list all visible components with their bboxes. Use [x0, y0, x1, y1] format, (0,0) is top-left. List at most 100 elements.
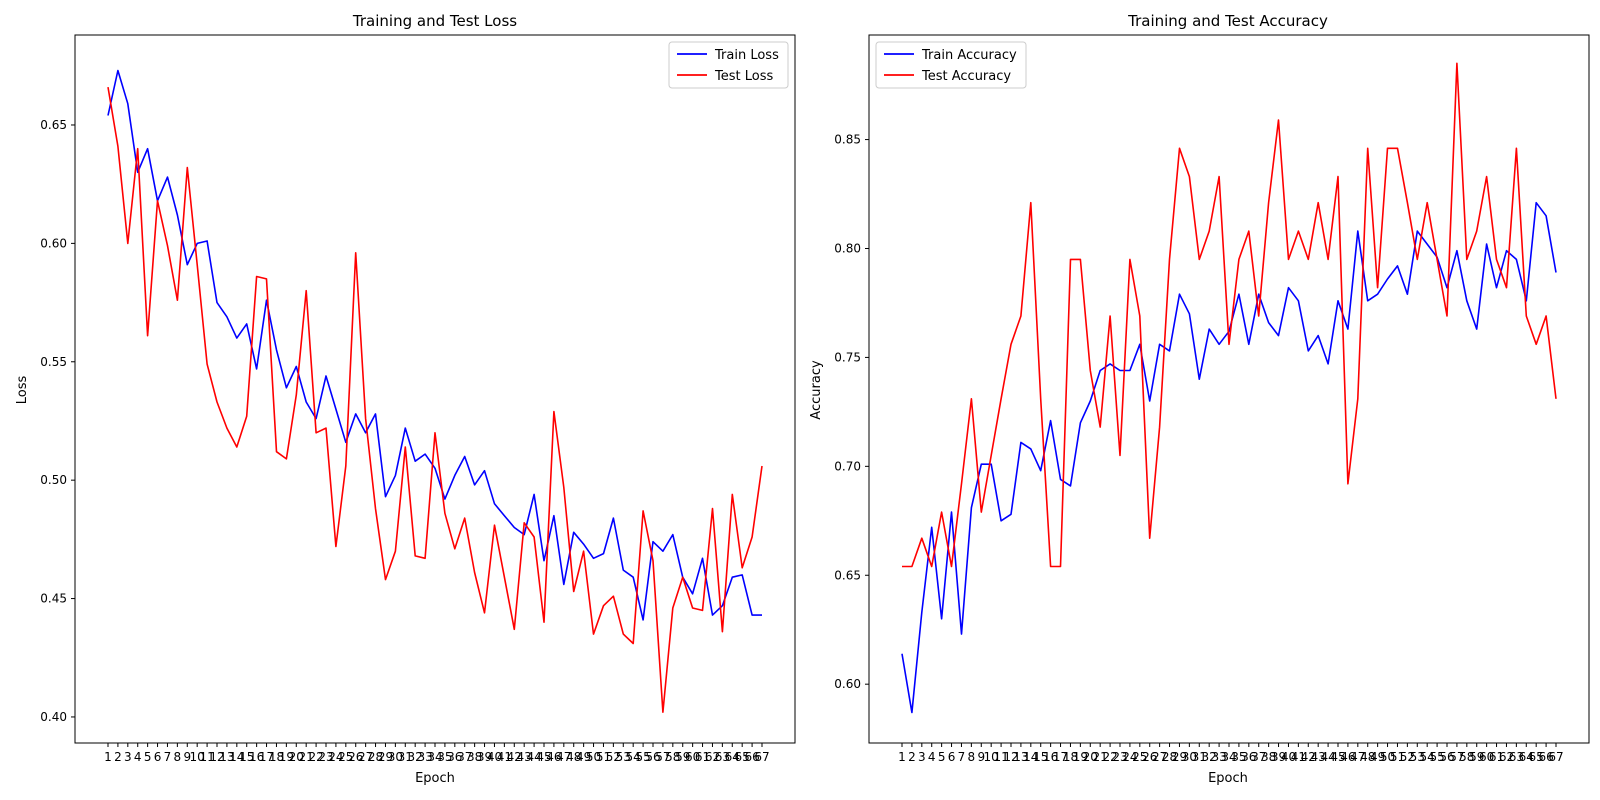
accuracy-x-tick-label: 20	[1083, 750, 1098, 764]
accuracy-x-tick-label: 53	[1410, 750, 1425, 764]
loss-x-tick-label: 25	[338, 750, 353, 764]
accuracy-x-tick-label: 23	[1112, 750, 1127, 764]
loss-x-tick-label: 60	[685, 750, 700, 764]
loss-y-tick-label: 0.40	[40, 710, 67, 724]
loss-x-tick-label: 52	[606, 750, 621, 764]
loss-x-tick-label: 15	[239, 750, 254, 764]
accuracy-x-tick-label: 51	[1390, 750, 1405, 764]
loss-x-tick-label: 1	[104, 750, 112, 764]
accuracy-x-tick-label: 18	[1063, 750, 1078, 764]
loss-y-tick-label: 0.55	[40, 355, 67, 369]
loss-x-tick-label: 20	[289, 750, 304, 764]
accuracy-x-tick-label: 36	[1241, 750, 1256, 764]
accuracy-x-tick-label: 44	[1320, 750, 1335, 764]
accuracy-y-tick-label: 0.70	[834, 459, 861, 473]
loss-x-tick-label: 9	[183, 750, 191, 764]
accuracy-x-tick-label: 13	[1013, 750, 1028, 764]
loss-x-tick-label: 43	[517, 750, 532, 764]
loss-chart: Training and Test Loss 1 2 3 4 5 6 7 8 910111213…	[15, 12, 796, 786]
accuracy-x-tick-label: 2	[908, 750, 916, 764]
loss-x-tick-label: 63	[715, 750, 730, 764]
legend-train-accuracy-label: Train Accuracy	[921, 48, 1017, 63]
accuracy-x-tick-label: 24	[1122, 750, 1137, 764]
accuracy-x-tick-label: 49	[1370, 750, 1385, 764]
loss-x-tick-label: 61	[695, 750, 710, 764]
accuracy-x-tick-label: 41	[1291, 750, 1306, 764]
accuracy-x-tick-label: 8	[968, 750, 976, 764]
accuracy-x-tick-label: 50	[1380, 750, 1395, 764]
loss-x-tick-label: 54	[626, 750, 641, 764]
accuracy-x-tick-label: 40	[1281, 750, 1296, 764]
accuracy-x-tick-label: 30	[1182, 750, 1197, 764]
loss-x-tick-label: 42	[507, 750, 522, 764]
accuracy-y-axis-label: Accuracy	[809, 360, 824, 420]
loss-x-tick-label: 66	[744, 750, 759, 764]
accuracy-x-tick-label: 54	[1420, 750, 1435, 764]
loss-x-axis-label: Epoch	[415, 771, 455, 786]
loss-x-tick-label: 37	[457, 750, 472, 764]
loss-x-tick-label: 19	[279, 750, 294, 764]
legend-test-accuracy-label: Test Accuracy	[921, 69, 1011, 84]
accuracy-axes-ticks: 1 2 3 4 5 6 7 8 91011121314151617181920212223242…	[834, 133, 1563, 764]
loss-x-tick-label: 4	[134, 750, 142, 764]
loss-x-tick-label: 14	[229, 750, 244, 764]
loss-x-tick-label: 50	[586, 750, 601, 764]
accuracy-x-tick-label: 3	[918, 750, 926, 764]
loss-x-tick-label: 38	[467, 750, 482, 764]
accuracy-x-tick-label: 43	[1311, 750, 1326, 764]
accuracy-series-line-train	[901, 201, 1557, 714]
accuracy-x-tick-label: 45	[1330, 750, 1345, 764]
accuracy-x-tick-label: 25	[1132, 750, 1147, 764]
loss-x-tick-label: 16	[249, 750, 264, 764]
loss-x-tick-label: 55	[635, 750, 650, 764]
accuracy-x-axis-label: Epoch	[1208, 771, 1248, 786]
legend-train-loss-label: Train Loss	[714, 48, 779, 63]
accuracy-y-tick-label: 0.65	[834, 568, 861, 582]
loss-x-tick-label: 11	[199, 750, 214, 764]
loss-x-tick-label: 28	[368, 750, 383, 764]
accuracy-x-tick-label: 29	[1172, 750, 1187, 764]
accuracy-x-tick-label: 38	[1261, 750, 1276, 764]
accuracy-x-tick-label: 22	[1102, 750, 1117, 764]
loss-x-tick-label: 6	[154, 750, 162, 764]
accuracy-x-tick-label: 62	[1499, 750, 1514, 764]
loss-x-tick-label: 34	[427, 750, 442, 764]
accuracy-x-tick-label: 63	[1509, 750, 1524, 764]
accuracy-x-tick-label: 5	[938, 750, 946, 764]
accuracy-x-tick-label: 47	[1350, 750, 1365, 764]
accuracy-x-tick-label: 61	[1489, 750, 1504, 764]
loss-x-tick-label: 7	[164, 750, 172, 764]
loss-x-tick-label: 35	[437, 750, 452, 764]
accuracy-series-line-test	[902, 62, 1557, 568]
loss-x-tick-label: 12	[209, 750, 224, 764]
accuracy-x-tick-label: 57	[1449, 750, 1464, 764]
loss-x-tick-label: 64	[725, 750, 740, 764]
loss-x-tick-label: 3	[124, 750, 132, 764]
loss-y-tick-label: 0.60	[40, 236, 67, 250]
loss-x-tick-label: 10	[190, 750, 205, 764]
loss-x-tick-label: 46	[546, 750, 561, 764]
loss-plot-frame	[74, 34, 796, 744]
loss-x-tick-label: 27	[358, 750, 373, 764]
loss-series-line-train	[107, 69, 762, 621]
loss-y-tick-label: 0.65	[40, 118, 67, 132]
loss-x-tick-label: 31	[398, 750, 413, 764]
loss-x-tick-label: 2	[114, 750, 122, 764]
accuracy-x-tick-label: 26	[1142, 750, 1157, 764]
loss-x-tick-label: 51	[596, 750, 611, 764]
accuracy-x-tick-label: 56	[1439, 750, 1454, 764]
loss-x-tick-label: 48	[566, 750, 581, 764]
loss-x-tick-label: 39	[477, 750, 492, 764]
accuracy-x-tick-label: 65	[1529, 750, 1544, 764]
accuracy-x-tick-label: 28	[1162, 750, 1177, 764]
accuracy-legend: Train Accuracy Test Accuracy	[875, 41, 1027, 89]
accuracy-x-tick-label: 58	[1459, 750, 1474, 764]
accuracy-chart: Training and Test Accuracy 1 2 3 4 5 6 7 8 91011…	[809, 12, 1590, 786]
loss-x-tick-label: 44	[526, 750, 541, 764]
loss-x-tick-label: 49	[576, 750, 591, 764]
loss-x-tick-label: 58	[665, 750, 680, 764]
accuracy-x-tick-label: 32	[1202, 750, 1217, 764]
loss-x-tick-label: 36	[447, 750, 462, 764]
loss-x-tick-label: 13	[219, 750, 234, 764]
accuracy-x-tick-label: 27	[1152, 750, 1167, 764]
